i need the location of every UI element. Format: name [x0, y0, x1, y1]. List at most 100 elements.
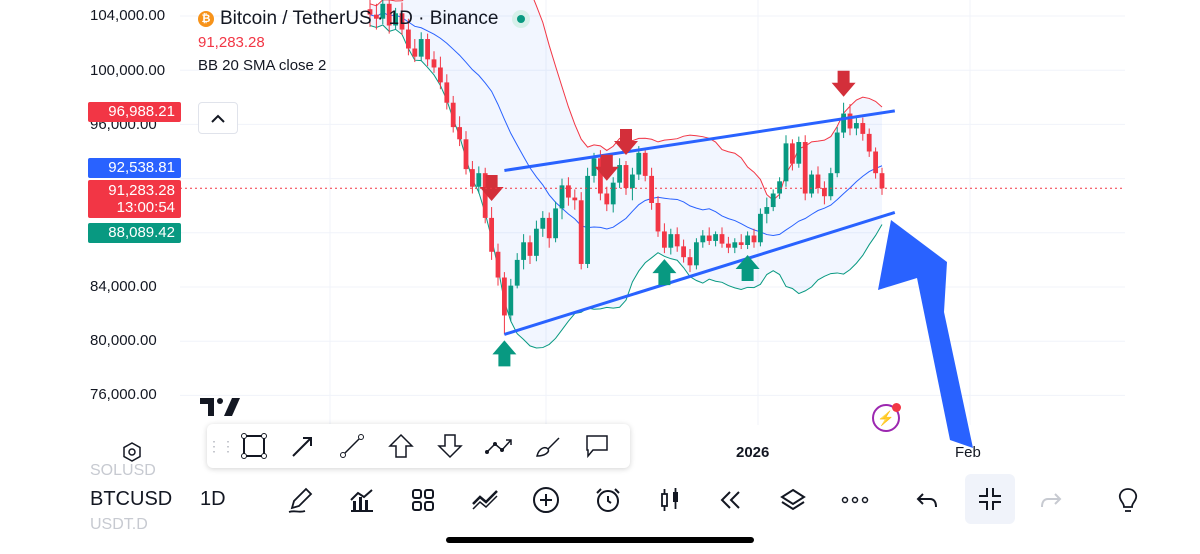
replay-button[interactable] [711, 480, 751, 520]
candle-body [809, 174, 814, 194]
sell-arrow [831, 70, 856, 97]
candle-body [642, 152, 648, 176]
candle-body [758, 213, 763, 243]
symbol-selector[interactable]: BTCUSD [90, 488, 173, 510]
rectangle-icon [240, 433, 267, 459]
price-label-80000: 80,000.00 [90, 332, 157, 349]
rectangle-tool[interactable] [229, 424, 278, 468]
exit-fullscreen-button[interactable] [965, 474, 1015, 524]
candle-body [470, 169, 475, 187]
candle-body [578, 200, 584, 264]
arrow-down-tool[interactable] [425, 424, 474, 468]
arrow-down-icon [436, 434, 463, 459]
plus-circle-icon [533, 487, 559, 513]
candle-body [879, 173, 885, 189]
arrow-up-tool[interactable] [376, 424, 425, 468]
candles-icon [661, 488, 678, 511]
hexagon-settings-icon [123, 442, 141, 462]
drawings-button[interactable] [280, 480, 320, 520]
drag-handle-icon[interactable]: ⋮⋮ [207, 437, 235, 454]
candle-body [655, 202, 661, 232]
legend-title-row[interactable]: ₿ Bitcoin / TetherUS · 1D · Binance [198, 8, 531, 30]
candle-body [380, 3, 386, 19]
collapse-legend-button[interactable] [198, 102, 238, 134]
candle-body [834, 132, 840, 174]
chart-type-button[interactable] [650, 480, 690, 520]
flash-icon[interactable]: ⚡ [872, 403, 901, 432]
grid-layout-icon [412, 489, 434, 511]
candle-body [706, 235, 712, 241]
candle-body [687, 257, 693, 266]
candle-body [617, 165, 622, 183]
callout-icon [585, 435, 608, 459]
indicators-button[interactable] [341, 480, 381, 520]
candle-body [559, 185, 565, 209]
candle-body [476, 173, 482, 187]
alert-button[interactable] [588, 480, 628, 520]
candle-body [534, 228, 539, 256]
add-button[interactable] [526, 480, 566, 520]
arrow-tool[interactable] [278, 424, 327, 468]
candle-body [873, 151, 878, 174]
layers-icon [780, 488, 806, 511]
candle-body [681, 246, 686, 258]
candle-body [815, 174, 821, 189]
candle-body [566, 185, 571, 198]
rewind-icon [720, 491, 740, 509]
ideas-button[interactable] [1108, 480, 1148, 520]
chevron-up-icon [211, 114, 225, 123]
more-button[interactable] [835, 480, 875, 520]
undo-button[interactable] [907, 480, 947, 520]
trendline [503, 211, 896, 336]
candle-body [668, 234, 674, 248]
bar-countdown: 13:00:54 [116, 199, 175, 216]
arrow-up-icon [387, 433, 414, 458]
candle-body [374, 14, 379, 19]
candle-body [783, 143, 789, 182]
collapse-icon [979, 488, 1001, 510]
price-label-104000: 104,000.00 [90, 7, 166, 24]
redo-icon [1041, 493, 1062, 508]
candle-body [610, 182, 616, 205]
annotation-arrow-shape [878, 220, 973, 448]
bitcoin-icon: ₿ [198, 11, 214, 27]
market-status-icon[interactable] [512, 10, 531, 28]
next-symbol-ghost: USDT.D [90, 516, 148, 533]
candle-body [412, 48, 418, 57]
annotation-arrow [878, 220, 973, 448]
layouts-button[interactable] [403, 480, 443, 520]
candle-body [572, 197, 578, 201]
bb-basis [369, 11, 883, 236]
candle-body [790, 143, 795, 164]
candle-body [393, 13, 398, 26]
candle-body [444, 82, 450, 103]
candle-body [495, 251, 501, 278]
compare-button[interactable] [465, 480, 505, 520]
object-tree-button[interactable] [773, 480, 813, 520]
trendlines [503, 109, 896, 336]
candle-body [738, 242, 744, 245]
candle-body [841, 113, 846, 133]
settings-hex-icon[interactable] [112, 432, 152, 472]
legend-last-price: 91,283.28 [198, 34, 265, 51]
time-label-2026: 2026 [736, 444, 770, 461]
brush-tool[interactable] [523, 424, 572, 468]
path-tool[interactable] [474, 424, 523, 468]
candle-body [732, 242, 738, 248]
indicator-label[interactable]: BB 20 SMA close 2 [198, 57, 327, 74]
pen-icon [288, 487, 313, 513]
bb-basis-tag: 92,538.81 [88, 158, 181, 178]
candle-body [636, 152, 642, 175]
candle-body [527, 242, 533, 256]
candle-body [694, 242, 699, 266]
candle-body [521, 242, 526, 260]
trendline-tool[interactable] [327, 424, 376, 468]
callout-tool[interactable] [572, 424, 621, 468]
redo-button[interactable] [1031, 480, 1071, 520]
symbol-title: Bitcoin / TetherUS · 1D · Binance [220, 8, 499, 29]
interval-selector[interactable]: 1D [200, 488, 226, 510]
candle-body [854, 123, 859, 129]
candle-body [425, 39, 430, 60]
candle-body [828, 173, 834, 197]
